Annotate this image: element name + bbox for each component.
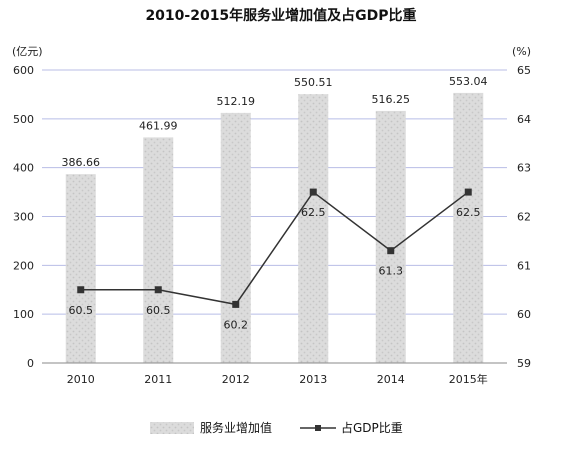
bar: [143, 137, 174, 363]
line-marker: [154, 286, 162, 294]
bar-value-label: 516.25: [372, 93, 411, 106]
right-tick-label: 62: [517, 211, 531, 224]
bar-value-label: 553.04: [449, 75, 488, 88]
left-tick-label: 0: [27, 357, 34, 370]
bar: [453, 92, 484, 364]
left-tick-label: 400: [13, 162, 34, 175]
right-tick-label: 64: [517, 113, 531, 126]
left-tick-label: 100: [13, 308, 34, 321]
line-value-label: 60.2: [224, 318, 249, 331]
gridlines: [42, 69, 507, 315]
line-value-label: 61.3: [379, 265, 404, 278]
right-tick-label: 63: [517, 162, 531, 175]
left-tick-label: 200: [13, 259, 34, 272]
line-marker: [387, 247, 395, 255]
left-tick-label: 600: [13, 64, 34, 77]
legend-bar-swatch: [150, 422, 194, 434]
legend-bar-label: 服务业增加值: [200, 420, 272, 435]
left-tick-label: 500: [13, 113, 34, 126]
bar-value-label: 386.66: [62, 156, 101, 169]
legend-line-marker: [315, 425, 321, 431]
right-tick-label: 59: [517, 357, 531, 370]
chart-title: 2010-2015年服务业增加值及占GDP比重: [145, 7, 416, 24]
left-axis-ticks: 0 100 200 300 400 500 600: [13, 64, 34, 370]
x-tick-label: 2010: [67, 373, 95, 386]
bar: [220, 112, 251, 363]
line-value-labels: 60.5 60.5 60.2 62.5 61.3 62.5: [69, 206, 481, 331]
line-value-label: 60.5: [146, 304, 171, 317]
bar: [65, 174, 96, 363]
right-axis-unit-label: (%): [512, 45, 531, 58]
bar-value-labels: 386.66 461.99 512.19 550.51 516.25 553.04: [62, 75, 488, 169]
right-tick-label: 61: [517, 259, 531, 272]
line-value-label: 60.5: [69, 304, 94, 317]
legend-line-label: 占GDP比重: [341, 420, 403, 435]
x-tick-label: 2014: [377, 373, 405, 386]
line-marker: [232, 300, 240, 308]
line-series: [77, 188, 472, 308]
x-tick-label: 2015年: [449, 372, 488, 386]
bar-value-label: 550.51: [294, 76, 333, 89]
line-value-label: 62.5: [301, 206, 326, 219]
right-tick-label: 65: [517, 64, 531, 77]
bar-value-label: 512.19: [217, 95, 256, 108]
bar-series: [65, 92, 484, 364]
x-tick-label: 2011: [144, 373, 172, 386]
x-tick-label: 2012: [222, 373, 250, 386]
bar-value-label: 461.99: [139, 119, 178, 132]
left-tick-label: 300: [13, 211, 34, 224]
line-path: [80, 191, 469, 306]
bar: [298, 94, 329, 364]
left-axis-unit-label: (亿元): [12, 45, 43, 58]
right-axis-ticks: 59 60 61 62 63 64 65: [517, 64, 531, 370]
line-marker: [309, 188, 317, 196]
x-axis: 2010 2011 2012 2013 2014 2015年: [42, 362, 507, 386]
right-tick-label: 60: [517, 308, 531, 321]
line-value-label: 62.5: [456, 206, 481, 219]
line-marker: [464, 188, 472, 196]
x-tick-label: 2013: [299, 373, 327, 386]
line-marker: [77, 286, 85, 294]
legend: 服务业增加值 占GDP比重: [150, 420, 403, 435]
bar: [375, 110, 406, 363]
